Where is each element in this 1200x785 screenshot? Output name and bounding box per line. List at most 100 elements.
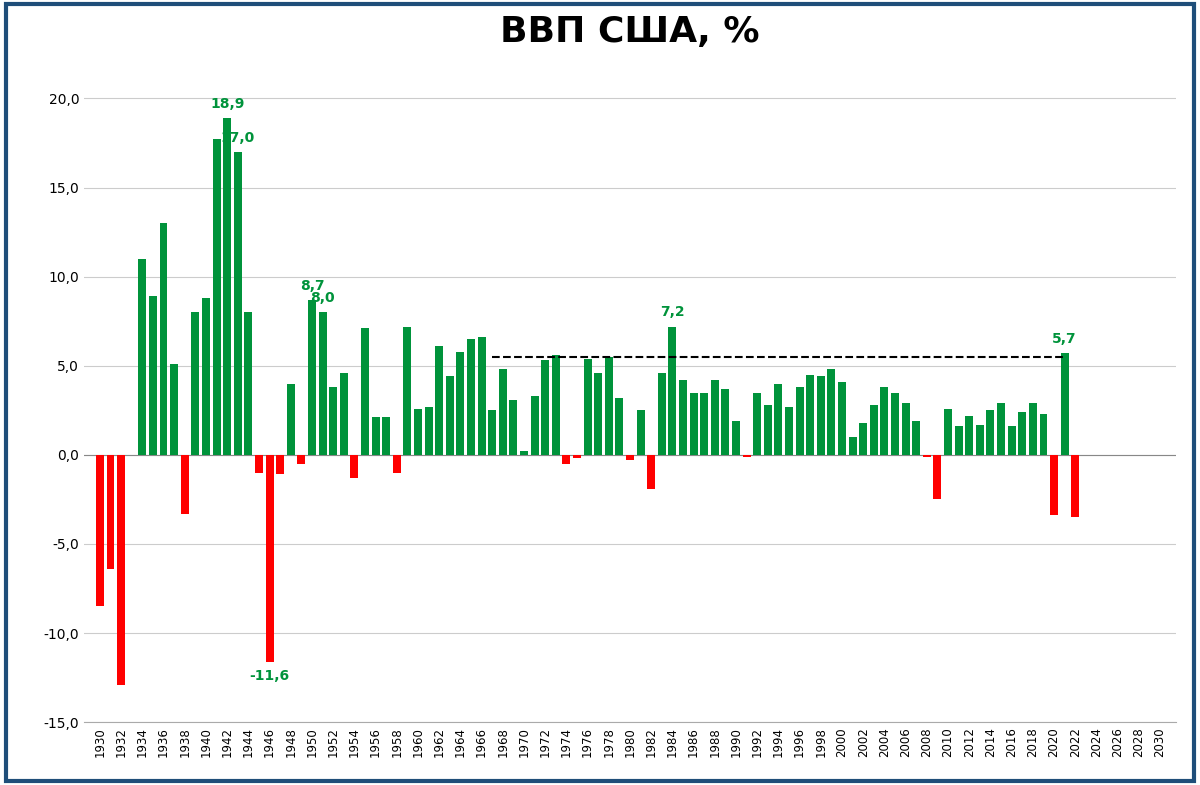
Bar bbox=[764, 405, 772, 455]
Bar bbox=[859, 423, 868, 455]
Bar bbox=[923, 455, 931, 457]
Text: 7,2: 7,2 bbox=[660, 305, 685, 319]
Bar bbox=[107, 455, 114, 569]
Bar bbox=[1061, 353, 1069, 455]
Bar bbox=[181, 455, 188, 513]
Bar bbox=[637, 411, 644, 455]
Bar bbox=[276, 455, 284, 474]
Bar bbox=[350, 455, 359, 478]
Bar bbox=[881, 387, 888, 455]
Bar bbox=[1039, 414, 1048, 455]
Bar bbox=[732, 421, 740, 455]
Bar bbox=[1008, 426, 1015, 455]
Bar bbox=[743, 455, 750, 457]
Bar bbox=[223, 118, 232, 455]
Bar bbox=[234, 152, 241, 455]
Bar bbox=[785, 407, 793, 455]
Bar bbox=[892, 392, 899, 455]
Text: 8,7: 8,7 bbox=[300, 279, 324, 293]
Bar bbox=[1028, 403, 1037, 455]
Bar bbox=[955, 426, 962, 455]
Bar bbox=[265, 455, 274, 662]
Bar bbox=[245, 312, 252, 455]
Bar bbox=[1019, 412, 1026, 455]
Bar bbox=[594, 373, 602, 455]
Bar bbox=[202, 298, 210, 455]
Bar bbox=[329, 387, 337, 455]
Bar bbox=[520, 451, 528, 455]
Bar bbox=[701, 392, 708, 455]
Bar bbox=[118, 455, 125, 685]
Bar bbox=[478, 338, 486, 455]
Bar bbox=[986, 411, 995, 455]
Text: 8,0: 8,0 bbox=[311, 291, 335, 305]
Bar bbox=[754, 392, 761, 455]
Bar bbox=[425, 407, 432, 455]
Bar bbox=[997, 403, 1006, 455]
Bar bbox=[149, 296, 157, 455]
Bar bbox=[658, 373, 666, 455]
Bar bbox=[1050, 455, 1058, 516]
Bar bbox=[298, 455, 305, 464]
Bar bbox=[499, 369, 506, 455]
Bar bbox=[934, 455, 942, 499]
Text: 17,0: 17,0 bbox=[221, 131, 254, 144]
Bar bbox=[96, 455, 104, 606]
Bar bbox=[488, 411, 496, 455]
Bar bbox=[574, 455, 581, 458]
Bar bbox=[287, 384, 295, 455]
Text: 18,9: 18,9 bbox=[210, 97, 245, 111]
Bar bbox=[806, 374, 815, 455]
Bar bbox=[616, 398, 623, 455]
Bar bbox=[254, 455, 263, 473]
Bar bbox=[912, 421, 920, 455]
Bar bbox=[308, 300, 316, 455]
Bar bbox=[828, 369, 835, 455]
Bar bbox=[668, 327, 677, 455]
Bar bbox=[976, 425, 984, 455]
Bar bbox=[870, 405, 878, 455]
Bar bbox=[170, 364, 178, 455]
Bar bbox=[191, 312, 199, 455]
Bar bbox=[340, 373, 348, 455]
Bar bbox=[690, 392, 697, 455]
Bar bbox=[445, 377, 454, 455]
Bar bbox=[372, 418, 379, 455]
Bar bbox=[679, 380, 686, 455]
Bar bbox=[944, 408, 952, 455]
Bar bbox=[848, 437, 857, 455]
Bar bbox=[817, 377, 824, 455]
Title: ВВП США, %: ВВП США, % bbox=[500, 15, 760, 49]
Bar bbox=[382, 418, 390, 455]
Bar bbox=[392, 455, 401, 473]
Bar bbox=[552, 355, 559, 455]
Bar bbox=[965, 416, 973, 455]
Bar bbox=[160, 223, 168, 455]
Bar bbox=[510, 400, 517, 455]
Bar bbox=[403, 327, 412, 455]
Bar bbox=[583, 359, 592, 455]
Bar bbox=[721, 389, 730, 455]
Text: -11,6: -11,6 bbox=[250, 669, 289, 683]
Bar bbox=[361, 328, 368, 455]
Bar bbox=[436, 346, 443, 455]
Bar bbox=[467, 339, 475, 455]
Bar bbox=[414, 408, 422, 455]
Bar bbox=[605, 357, 613, 455]
Bar bbox=[647, 455, 655, 489]
Bar bbox=[530, 396, 539, 455]
Bar bbox=[838, 382, 846, 455]
Bar bbox=[901, 403, 910, 455]
Bar bbox=[710, 380, 719, 455]
Bar bbox=[1072, 455, 1079, 517]
Bar bbox=[796, 387, 804, 455]
Bar bbox=[541, 360, 550, 455]
Bar bbox=[212, 140, 221, 455]
Bar bbox=[563, 455, 570, 464]
Bar bbox=[626, 455, 634, 460]
Text: 5,7: 5,7 bbox=[1052, 332, 1076, 346]
Bar bbox=[138, 259, 146, 455]
Bar bbox=[774, 384, 782, 455]
Bar bbox=[456, 352, 464, 455]
Bar bbox=[318, 312, 326, 455]
